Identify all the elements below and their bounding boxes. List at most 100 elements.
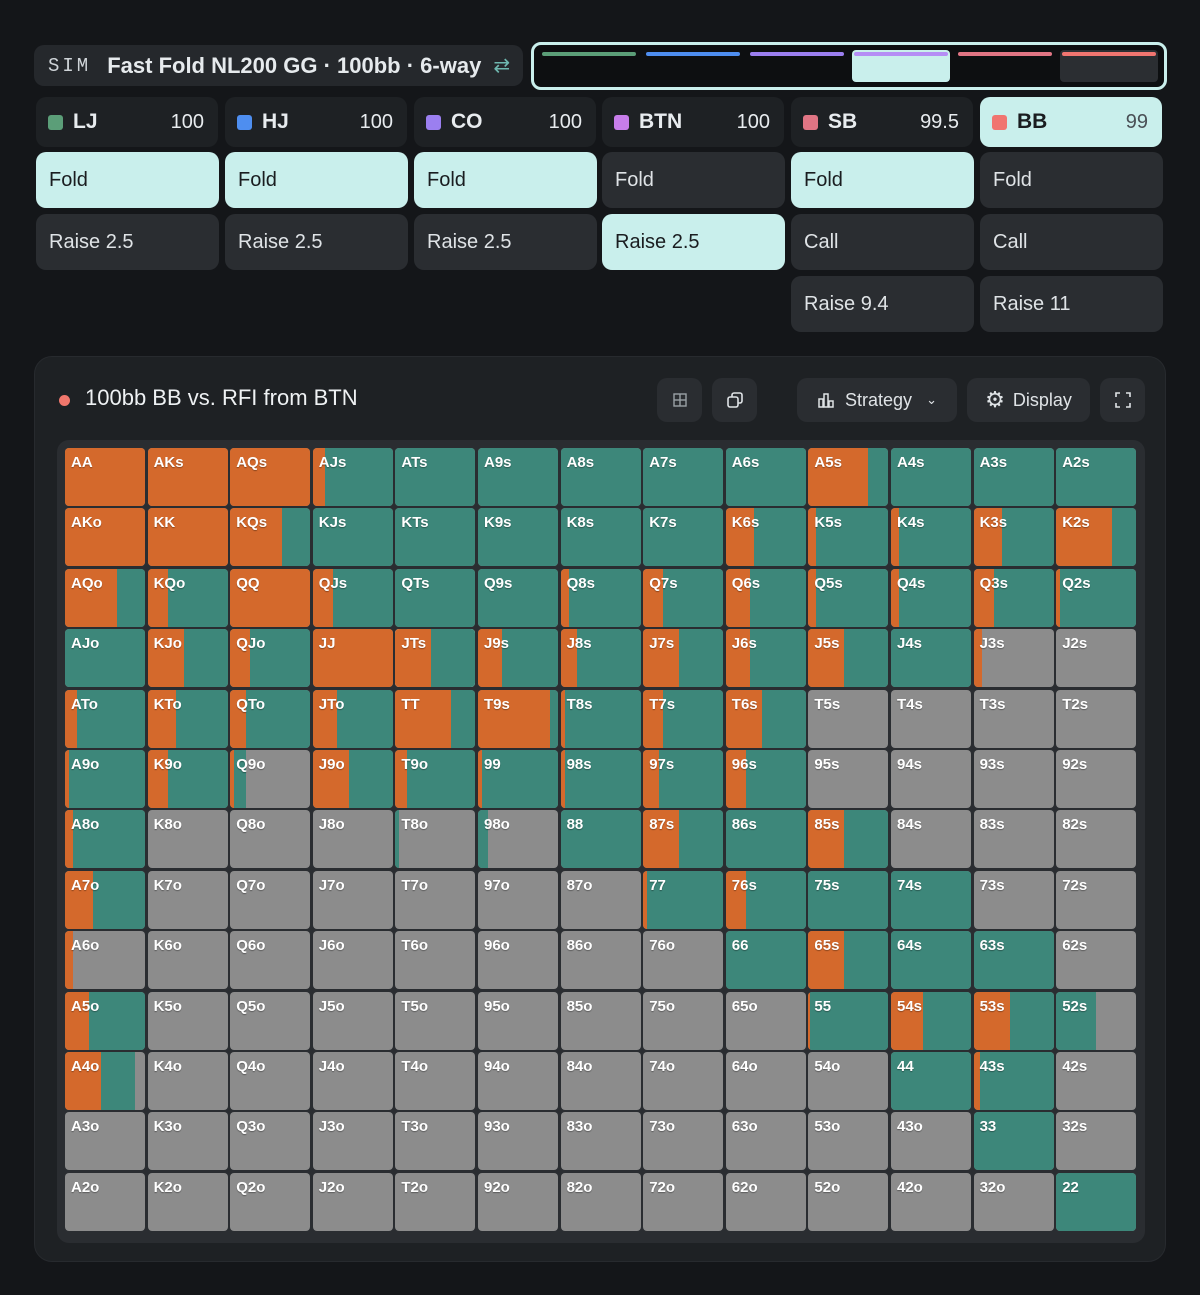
hand-cell[interactable]: 64o (725, 1052, 806, 1110)
hand-cell[interactable]: J2o (312, 1172, 393, 1231)
hand-cell[interactable]: 82o (560, 1172, 641, 1231)
hand-cell[interactable]: J6s (725, 629, 806, 688)
action-button[interactable]: Raise 2.5 (414, 214, 597, 270)
hand-cell[interactable]: 95s (808, 750, 889, 808)
hand-cell[interactable]: 98o (478, 810, 558, 869)
hand-cell[interactable]: Q7o (230, 870, 311, 929)
hand-cell[interactable]: Q8o (230, 810, 311, 869)
hand-cell[interactable]: A3o (65, 1112, 145, 1171)
sim-header[interactable]: SIM Fast Fold NL200 GG · 100bb · 6-way ⇄ (34, 45, 523, 86)
hand-cell[interactable]: 82s (1056, 810, 1137, 869)
hand-cell[interactable]: K7o (147, 870, 228, 929)
hand-cell[interactable]: T7o (395, 870, 476, 929)
hand-cell[interactable]: T9s (478, 689, 558, 748)
hand-cell[interactable]: 97o (478, 870, 558, 929)
hand-cell[interactable]: Q6o (230, 931, 311, 990)
hand-cell[interactable]: Q5o (230, 991, 311, 1050)
action-button[interactable]: Raise 11 (980, 276, 1163, 332)
hand-cell[interactable]: T7s (643, 689, 724, 748)
hand-cell[interactable]: 76o (643, 931, 724, 990)
hand-cell[interactable]: K5o (147, 991, 228, 1050)
action-timeline[interactable] (531, 42, 1167, 90)
display-button[interactable]: ⚙ Display (967, 378, 1090, 422)
hand-cell[interactable]: 73o (643, 1112, 724, 1171)
position-hj[interactable]: HJ 100 (225, 97, 407, 147)
timeline-step[interactable] (956, 50, 1054, 82)
hand-cell[interactable]: KJs (312, 508, 393, 567)
hand-cell[interactable]: 42s (1056, 1052, 1137, 1110)
action-button[interactable]: Raise 2.5 (36, 214, 219, 270)
hand-cell[interactable]: 33 (973, 1112, 1054, 1171)
hand-cell[interactable]: A9s (478, 448, 558, 506)
hand-cell[interactable]: 98s (560, 750, 641, 808)
hand-cell[interactable]: 62o (725, 1172, 806, 1231)
hand-cell[interactable]: AA (65, 448, 145, 506)
hand-cell[interactable]: 22 (1056, 1172, 1137, 1231)
hand-cell[interactable]: J9o (312, 750, 393, 808)
hand-cell[interactable]: 75o (643, 991, 724, 1050)
hand-cell[interactable]: J3o (312, 1112, 393, 1171)
hand-cell[interactable]: K2o (147, 1172, 228, 1231)
hand-cell[interactable]: 83s (973, 810, 1054, 869)
hand-cell[interactable]: A4s (891, 448, 971, 506)
hand-cell[interactable]: A5o (65, 991, 145, 1050)
hand-cell[interactable]: K8s (560, 508, 641, 567)
hand-cell[interactable]: Q4o (230, 1052, 311, 1110)
hand-cell[interactable]: AKo (65, 508, 145, 567)
hand-cell[interactable]: J4s (891, 629, 971, 688)
timeline-step[interactable] (748, 50, 846, 82)
hand-cell[interactable]: 84s (891, 810, 971, 869)
hand-cell[interactable]: K8o (147, 810, 228, 869)
hand-cell[interactable]: 94o (478, 1052, 558, 1110)
hand-cell[interactable]: T2o (395, 1172, 476, 1231)
hand-cell[interactable]: A8s (560, 448, 641, 506)
hand-cell[interactable]: A2s (1056, 448, 1137, 506)
action-button[interactable]: Raise 9.4 (791, 276, 974, 332)
hand-cell[interactable]: KQo (147, 568, 228, 627)
hand-cell[interactable]: 65s (808, 931, 889, 990)
hand-cell[interactable]: 86s (725, 810, 806, 869)
hand-cell[interactable]: 85o (560, 991, 641, 1050)
hand-cell[interactable]: T4o (395, 1052, 476, 1110)
hand-cell[interactable]: J3s (973, 629, 1054, 688)
hand-cell[interactable]: 75s (808, 870, 889, 929)
hand-cell[interactable]: J8s (560, 629, 641, 688)
action-button[interactable]: Call (791, 214, 974, 270)
hand-cell[interactable]: K9s (478, 508, 558, 567)
hand-cell[interactable]: K4o (147, 1052, 228, 1110)
hand-cell[interactable]: K3o (147, 1112, 228, 1171)
hand-cell[interactable]: 93o (478, 1112, 558, 1171)
hand-cell[interactable]: T2s (1056, 689, 1137, 748)
hand-cell[interactable]: 84o (560, 1052, 641, 1110)
timeline-step[interactable] (644, 50, 742, 82)
position-sb[interactable]: SB 99.5 (791, 97, 973, 147)
hand-cell[interactable]: 97s (643, 750, 724, 808)
hand-cell[interactable]: T8o (395, 810, 476, 869)
hand-cell[interactable]: J2s (1056, 629, 1137, 688)
hand-cell[interactable]: 44 (891, 1052, 971, 1110)
hand-cell[interactable]: 88 (560, 810, 641, 869)
hand-cell[interactable]: AQo (65, 568, 145, 627)
hand-cell[interactable]: K5s (808, 508, 889, 567)
action-button[interactable]: Raise 2.5 (602, 214, 785, 270)
hand-cell[interactable]: A8o (65, 810, 145, 869)
hand-cell[interactable]: ATs (395, 448, 476, 506)
action-button[interactable]: Call (980, 214, 1163, 270)
hand-cell[interactable]: JJ (312, 629, 393, 688)
action-button[interactable]: Fold (225, 152, 408, 208)
hand-cell[interactable]: A6s (725, 448, 806, 506)
action-button[interactable]: Raise 2.5 (225, 214, 408, 270)
hand-cell[interactable]: J7o (312, 870, 393, 929)
hand-cell[interactable]: 53s (973, 991, 1054, 1050)
hand-cell[interactable]: A5s (808, 448, 889, 506)
hand-cell[interactable]: K6s (725, 508, 806, 567)
hand-cell[interactable]: 54o (808, 1052, 889, 1110)
timeline-step[interactable] (852, 50, 950, 82)
hand-cell[interactable]: QQ (230, 568, 311, 627)
hand-cell[interactable]: A4o (65, 1052, 145, 1110)
hand-cell[interactable]: 73s (973, 870, 1054, 929)
hand-cell[interactable]: 96o (478, 931, 558, 990)
hand-cell[interactable]: 85s (808, 810, 889, 869)
hand-cell[interactable]: 62s (1056, 931, 1137, 990)
hand-cell[interactable]: 32s (1056, 1112, 1137, 1171)
